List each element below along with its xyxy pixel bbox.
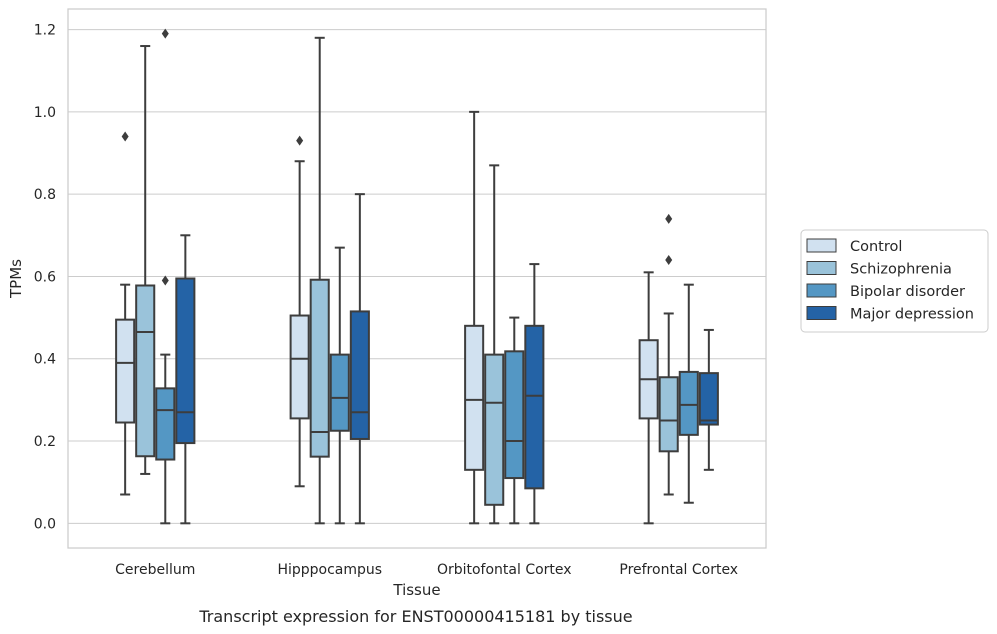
box-group [504,316,525,525]
box-group [175,234,196,525]
box-group [678,283,699,504]
box-body [524,324,545,490]
x-axis-ticks: Cerebellum Hipppocampus Orbitofontal Corte… [115,562,738,578]
outlier-marker [665,254,673,265]
outlier-marker [665,213,673,224]
legend-frame [800,229,989,333]
box-group [155,28,176,525]
y-tick-label: 0.8 [34,187,56,203]
x-axis-label: Tissue [392,581,440,599]
box-group [289,135,310,488]
chart-caption: Transcript expression for ENST0000041518… [198,607,632,626]
box-body [698,372,719,426]
box-body [155,387,176,461]
y-axis-label: TPMs [7,259,25,299]
outlier-marker [121,131,129,142]
box-body [464,324,485,471]
y-tick-label: 0.0 [34,516,56,532]
box-group [658,213,679,496]
box-groups [115,28,719,525]
box-group [638,271,659,525]
box-body [349,310,370,440]
box-body [658,376,679,453]
legend-swatch [806,261,837,275]
y-tick-label: 0.2 [34,434,56,450]
box-group [115,131,136,496]
box-body [289,314,310,420]
x-tick-label: Hipppocampus [277,562,382,578]
y-tick-label: 1.0 [34,105,56,121]
y-axis-ticks: 0.0 0.2 0.4 0.6 0.8 1.0 1.2 [34,23,56,533]
legend-label: Major depression [850,307,974,323]
box-body [309,278,330,458]
plot-area-frame [67,8,767,549]
box-body [329,353,350,432]
legend-swatch [806,306,837,320]
box-group [484,164,505,525]
box-body [484,353,505,506]
legend-label: Control [850,239,902,255]
legend-label: Bipolar disorder [850,284,965,300]
y-tick-label: 0.4 [34,352,56,368]
outlier-marker [296,135,304,146]
box-group [698,328,719,471]
outlier-marker [161,275,169,286]
y-tick-label: 1.2 [34,23,56,39]
legend-swatch [806,238,837,253]
box-body [115,318,136,424]
box-body [175,277,196,445]
box-group [309,36,330,525]
box-body [135,284,156,458]
box-group [349,193,370,525]
legend-label: Schizophrenia [850,262,952,278]
outlier-marker [161,28,169,39]
box-body [678,370,699,436]
box-group [135,45,156,475]
x-tick-label: Prefrontal Cortex [619,562,738,578]
box-body [504,350,525,480]
box-group [464,110,485,525]
legend: Control Schizophrenia Bipolar disorder Majo… [800,229,989,333]
x-tick-label: Orbitofontal Cortex [437,562,572,578]
x-tick-label: Cerebellum [115,562,195,578]
box-group [329,246,350,525]
legend-swatch [806,283,837,298]
y-tick-label: 0.6 [34,269,56,285]
box-group [524,263,545,525]
